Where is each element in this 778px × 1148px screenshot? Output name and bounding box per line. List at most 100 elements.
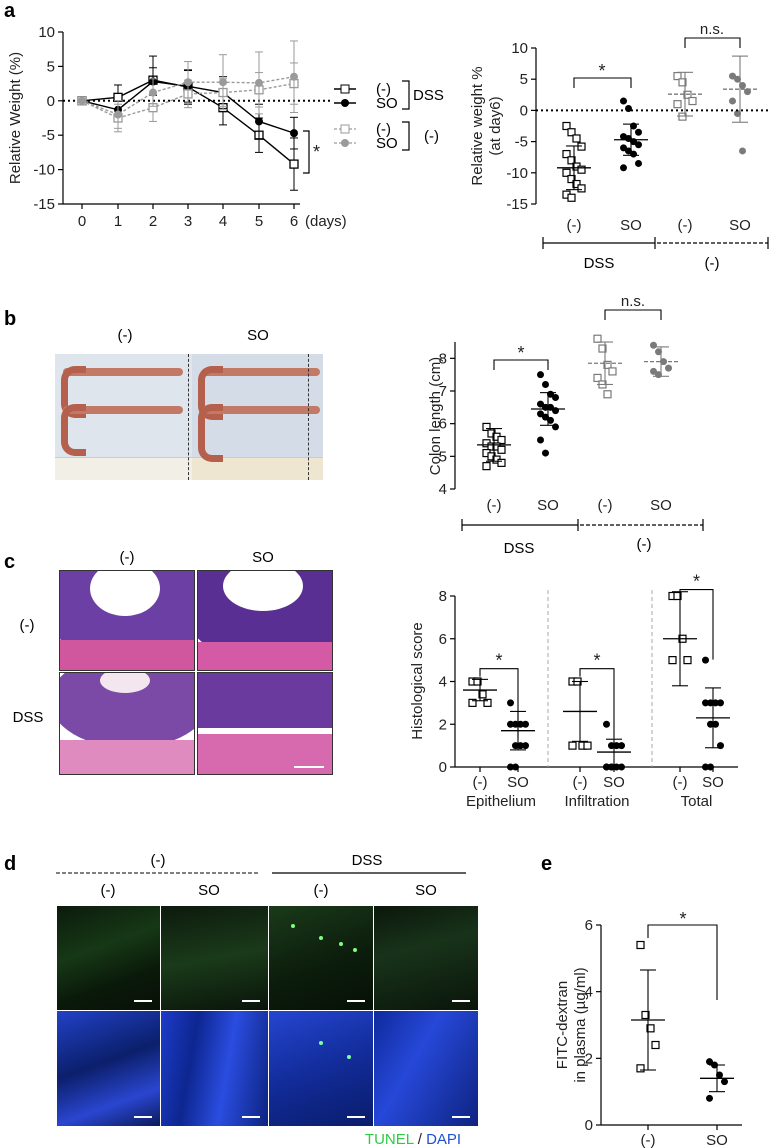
x-tick-label-a-left: 0 xyxy=(78,213,86,230)
data-point xyxy=(567,193,576,202)
significance-bracket xyxy=(493,359,549,370)
data-point xyxy=(114,110,122,119)
x-tick-label-a-left: 6 xyxy=(290,213,298,230)
data-point xyxy=(678,112,687,121)
data-point xyxy=(620,144,627,152)
data-point xyxy=(255,117,263,126)
data-point xyxy=(567,174,576,184)
group-bracket-b: DSS (-) xyxy=(461,519,704,557)
data-point xyxy=(572,134,581,143)
y-tick-label-b: 7 xyxy=(439,383,447,400)
fluor-col: (-) xyxy=(101,882,116,899)
x-tick-label-a-right: (-) xyxy=(678,217,693,234)
data-point xyxy=(552,407,559,415)
data-point xyxy=(678,78,687,87)
panel-label-e: e xyxy=(541,853,552,875)
data-point xyxy=(290,129,298,138)
data-point xyxy=(729,97,736,105)
y-axis-label-a-left: Relative Weight (%) xyxy=(7,52,24,184)
data-point xyxy=(665,364,672,372)
tunel-ctrl-minus xyxy=(57,906,160,1010)
data-point xyxy=(567,156,576,165)
data-point xyxy=(512,720,519,728)
group-bracket-a: DSS (-) xyxy=(542,237,769,272)
data-point xyxy=(635,128,642,136)
data-point xyxy=(668,656,677,665)
data-point xyxy=(707,699,714,707)
colon-photo-so xyxy=(192,354,323,480)
data-point xyxy=(603,360,612,369)
data-point xyxy=(620,97,627,105)
data-point xyxy=(517,742,524,750)
data-point xyxy=(562,121,571,131)
data-point xyxy=(655,348,662,356)
photo-col-so: SO xyxy=(247,327,269,344)
significance-star: * xyxy=(679,909,686,929)
panel-label-b: b xyxy=(4,308,16,330)
data-point xyxy=(702,656,709,664)
data-point xyxy=(636,1064,645,1073)
group-label-dss: DSS xyxy=(584,255,615,272)
y-axis-label-c: Histological score xyxy=(409,622,426,740)
x-tick-label-c: SO xyxy=(603,774,625,791)
dapi-ctrl-minus xyxy=(57,1011,160,1126)
significance-bracket xyxy=(579,668,615,739)
y-tick-label-e: 0 xyxy=(585,1117,593,1134)
y-tick-label-c: 0 xyxy=(439,759,447,776)
legend-marker-filled-circle xyxy=(341,139,349,147)
data-point xyxy=(568,741,577,750)
data-point xyxy=(483,698,492,707)
data-point xyxy=(721,1078,728,1086)
y-tick-label-a-left: -15 xyxy=(33,196,55,213)
x-tick-label-c: SO xyxy=(702,774,724,791)
data-point xyxy=(650,367,657,375)
group-label-dss: DSS xyxy=(352,852,383,869)
histo-row-dss: DSS xyxy=(13,709,44,726)
x-tick-label-c: (-) xyxy=(573,774,588,791)
fluor-col: SO xyxy=(198,882,220,899)
x-tick-label-a-right: SO xyxy=(620,217,642,234)
data-point xyxy=(739,147,746,155)
data-point xyxy=(468,698,477,707)
y-tick-label-e: 4 xyxy=(585,984,593,1001)
data-point xyxy=(598,344,607,353)
legend-marker-open-square xyxy=(340,124,350,134)
group-label-c: Epithelium xyxy=(466,793,536,810)
legend-group-ctrl: (-) xyxy=(424,128,439,145)
y-tick-label-a-right: 0 xyxy=(520,102,528,119)
y-tick-label-a-right: -15 xyxy=(506,196,528,213)
panel-d-headers: (-) DSS (-) SO (-) SO xyxy=(56,852,466,899)
y-tick-label-e: 6 xyxy=(585,917,593,934)
x-tick-label-e: SO xyxy=(706,1132,728,1148)
histo-row-minus: (-) xyxy=(20,617,35,634)
data-point xyxy=(688,96,697,106)
significance-star: * xyxy=(593,651,600,671)
y-axis-label-line: (at day6) xyxy=(487,96,504,155)
legend-item: (-) xyxy=(376,81,391,98)
data-point xyxy=(497,458,506,467)
fluor-col: SO xyxy=(415,882,437,899)
data-point xyxy=(552,394,559,402)
y-tick-label-a-right: 5 xyxy=(520,71,528,88)
significance-ns: n.s. xyxy=(621,293,645,310)
data-point xyxy=(635,141,642,149)
data-point xyxy=(734,75,741,83)
dapi-dss-so xyxy=(374,1011,478,1126)
significance-bracket xyxy=(684,37,741,48)
legend-item: (-) xyxy=(376,121,391,138)
data-point xyxy=(641,1010,650,1020)
data-point xyxy=(478,690,487,699)
legend-group-dss: DSS xyxy=(413,87,444,104)
data-point xyxy=(542,413,549,421)
y-tick-label-b: 4 xyxy=(439,481,447,498)
panel-label-d: d xyxy=(4,853,16,875)
data-point xyxy=(707,720,714,728)
data-point xyxy=(712,699,719,707)
x-tick-label-a-left: 2 xyxy=(149,213,157,230)
y-tick-label-a-left: -10 xyxy=(33,162,55,179)
data-point xyxy=(593,334,602,343)
tunel-dss-so xyxy=(374,906,478,1010)
stain-dapi: DAPI xyxy=(426,1131,461,1148)
significance-bracket xyxy=(303,130,310,174)
significance-bracket xyxy=(679,589,714,660)
